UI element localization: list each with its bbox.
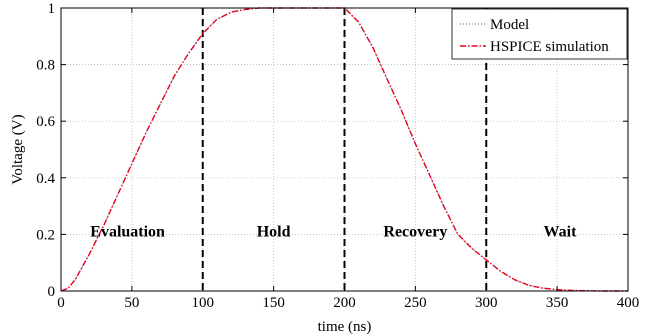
legend: Model HSPICE simulation <box>451 8 628 60</box>
x-tick-label: 350 <box>546 295 569 311</box>
x-tick-label: 0 <box>57 295 65 311</box>
legend-entry: HSPICE simulation <box>490 39 609 55</box>
phase-labels: Evaluation Hold Recovery Wait <box>90 224 577 241</box>
grid <box>61 8 628 291</box>
y-tick-label: 0.4 <box>36 171 55 187</box>
x-tick-label: 250 <box>404 295 427 311</box>
phase-label: Hold <box>257 224 291 241</box>
x-tick-label: 400 <box>617 295 640 311</box>
x-tick-label: 300 <box>475 295 498 311</box>
x-tick-label: 200 <box>333 295 356 311</box>
ticks: 0 50 100 150 200 250 300 350 400 0 0.2 0.4 0.6 0.8 1 <box>36 1 639 311</box>
x-axis-label: time (ns) <box>318 319 372 335</box>
series-line-hspice <box>60 7 628 292</box>
x-tick-label: 100 <box>192 295 215 311</box>
phase-label: Wait <box>544 224 578 241</box>
y-tick-label: 1 <box>48 1 56 17</box>
legend-entry: Model <box>490 17 529 33</box>
phase-label: Recovery <box>383 224 447 241</box>
y-tick-label: 0.2 <box>36 227 55 243</box>
x-tick-label: 150 <box>262 295 285 311</box>
phase-label: Evaluation <box>90 224 165 241</box>
y-axis-label: Voltage (V) <box>10 114 26 184</box>
y-tick-label: 0 <box>48 284 56 300</box>
x-tick-label: 50 <box>124 295 139 311</box>
y-tick-label: 0.6 <box>36 114 55 130</box>
series-lines <box>60 7 628 292</box>
legend-box <box>451 8 628 60</box>
y-tick-label: 0.8 <box>36 58 55 74</box>
